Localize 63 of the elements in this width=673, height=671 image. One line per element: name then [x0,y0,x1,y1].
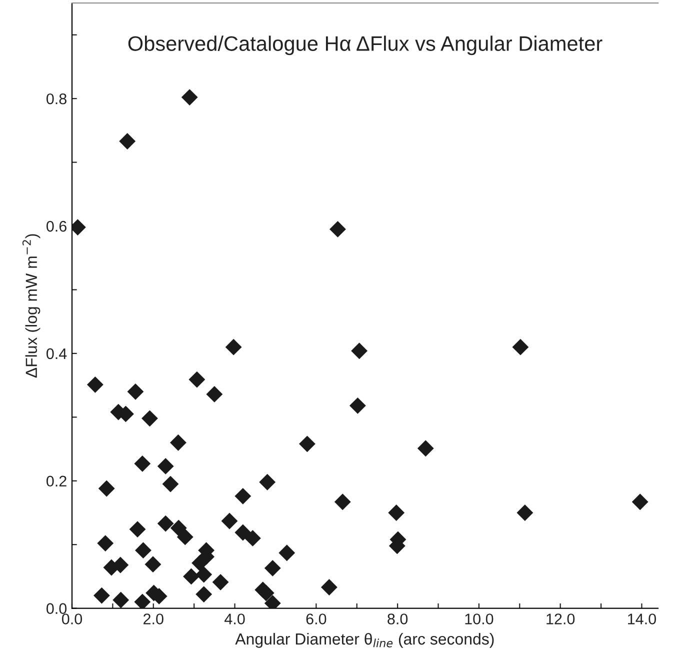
x-tick-label: 4.0 [224,614,245,624]
point [157,458,174,474]
point [98,480,115,497]
point [225,338,242,356]
point [632,494,648,510]
y-tick-label: 0.6 [46,220,66,232]
point [112,592,130,608]
point [170,520,187,536]
point [259,474,276,490]
point [278,544,296,562]
x-tick-label: 2.0 [144,614,164,624]
point [181,89,198,106]
point [170,434,186,451]
point [258,584,274,602]
point [516,504,534,521]
point [183,568,200,585]
point [129,521,146,538]
point [206,386,223,402]
point [298,436,316,452]
y-axis-title: ΔFlux (log mW m$^{−2}$) [22,234,40,378]
y-tick-label: 0.2 [46,476,66,487]
point [134,455,151,472]
point [212,574,229,590]
point [330,220,346,238]
x-tick-label: 6.0 [306,614,326,624]
point [176,528,194,546]
point [264,560,281,576]
point [86,376,104,393]
point [234,524,252,541]
point [334,494,351,510]
point [127,383,144,400]
point [188,371,206,388]
point [162,476,179,492]
y-tick-label: 0.4 [46,348,67,360]
point [144,556,162,573]
point [417,440,434,457]
text: Observed/Catalogue Hα ΔFlux vs Angular Diameter [128,36,602,56]
point [135,542,152,559]
point [134,594,151,608]
point [320,579,338,596]
point [388,504,405,521]
x-axis-title: Angular Diameter θ$_{line}$ (arc seconds) [235,632,494,648]
point [351,342,368,360]
point [512,338,529,356]
x-tick-label: 12.0 [546,614,575,624]
x-tick-label: 0.0 [62,614,82,624]
point [192,554,208,572]
point [196,566,212,583]
x-tick-label: 8.0 [388,614,408,624]
x-tick-label: 14.0 [628,614,656,624]
y-tick-label: 0.8 [46,93,66,104]
point [234,488,252,504]
point [93,587,110,604]
point [244,530,261,546]
point [142,410,158,427]
point [119,133,136,150]
point [221,512,238,530]
x-tick-label: 10.0 [465,614,494,624]
point [349,397,366,414]
point [157,515,174,532]
point [196,586,212,602]
y-tick-label: 0.0 [46,603,67,614]
point [97,535,114,552]
